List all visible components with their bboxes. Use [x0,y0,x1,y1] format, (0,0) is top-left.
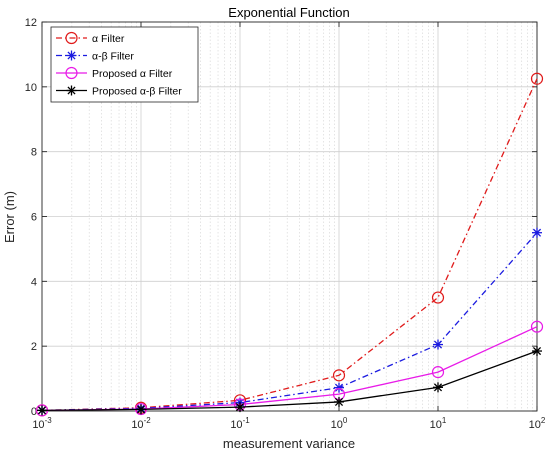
legend-item: Proposed α-β Filter [56,85,182,98]
data-point [530,320,544,333]
data-point [431,366,445,379]
legend-marker [66,50,77,61]
data-point [37,405,47,416]
y-tick-label: 12 [25,17,37,29]
data-point [136,404,146,415]
x-tick-label: 10-2 [131,416,151,431]
x-tick-label: 10-3 [32,416,52,431]
legend: α Filter α-β Filter Proposed α Filter Propo… [50,26,199,103]
y-tick-label: 8 [31,147,37,159]
legend-marker [65,31,78,45]
legend-label: Proposed α-β Filter [92,86,182,98]
y-tick-label: 6 [31,212,37,224]
legend-label: Proposed α Filter [92,68,173,80]
legend-label: α Filter [92,33,125,45]
x-tick-label: 10-1 [230,416,250,431]
y-tick-label: 10 [25,82,37,94]
legend-item: α-β Filter [56,50,134,63]
x-axis-title: measurement variance [223,436,355,451]
x-tick-label: 100 [331,416,348,431]
x-tick-label: 101 [430,416,447,431]
legend-marker [66,85,77,96]
data-point [334,382,344,393]
data-point [431,291,445,304]
x-tick-label: 102 [529,416,546,431]
data-point [332,369,346,382]
data-point [334,396,344,407]
y-tick-label: 0 [31,406,37,418]
data-point [532,346,542,357]
legend-marker [65,66,78,80]
legend-item: Proposed α Filter [56,66,173,80]
data-point [433,382,443,393]
data-point [532,227,542,238]
data-point [235,402,245,413]
series-4 [37,346,542,416]
legend-box [50,26,199,103]
y-axis-title: Error (m) [2,191,17,243]
legend-item: α Filter [56,31,125,45]
chart-title: Exponential Function [228,5,349,20]
y-tick-label: 4 [31,276,37,288]
data-point [530,72,544,85]
y-tick-label: 2 [31,341,37,353]
legend-label: α-β Filter [92,51,134,63]
data-point [433,339,443,350]
series-line [41,350,538,411]
